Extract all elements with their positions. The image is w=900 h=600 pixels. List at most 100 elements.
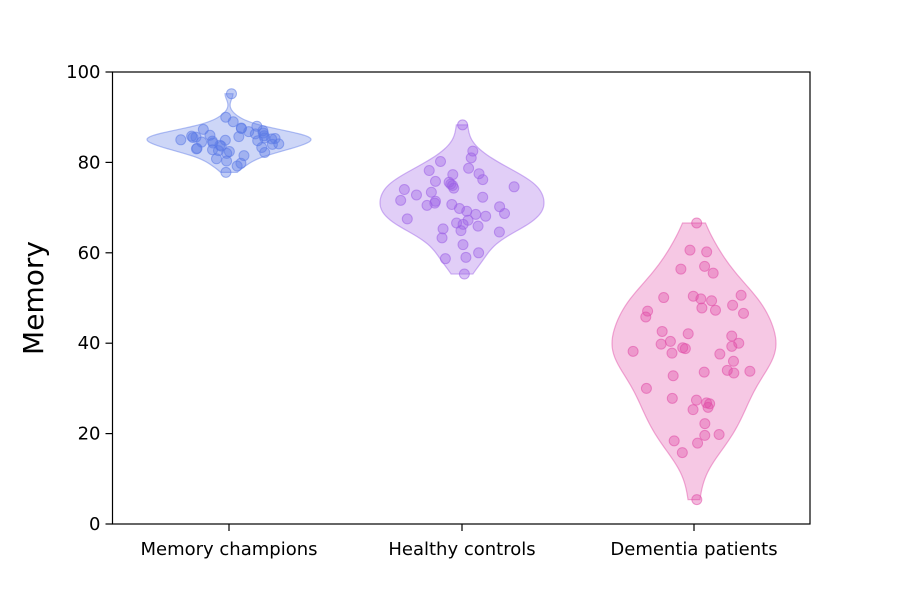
data-point bbox=[676, 447, 688, 459]
data-point bbox=[728, 367, 740, 379]
data-point bbox=[744, 365, 756, 377]
data-point bbox=[249, 128, 261, 140]
data-point bbox=[212, 145, 224, 157]
data-point bbox=[627, 345, 639, 357]
data-point bbox=[691, 217, 703, 229]
data-point bbox=[467, 145, 479, 157]
data-point bbox=[187, 132, 199, 144]
data-point bbox=[259, 146, 271, 158]
data-point bbox=[493, 226, 505, 238]
data-point bbox=[457, 119, 469, 131]
data-point bbox=[640, 311, 652, 323]
data-point bbox=[714, 348, 726, 360]
data-point bbox=[231, 160, 243, 172]
data-point bbox=[684, 244, 696, 256]
data-point bbox=[175, 134, 187, 146]
y-tick-label: 100 bbox=[66, 62, 100, 83]
data-point bbox=[395, 194, 407, 206]
data-point bbox=[701, 246, 713, 258]
data-point bbox=[666, 347, 678, 359]
y-tick-label: 20 bbox=[78, 424, 101, 445]
data-point bbox=[266, 138, 278, 150]
data-point bbox=[664, 335, 676, 347]
data-point bbox=[225, 88, 237, 100]
data-point bbox=[410, 189, 422, 201]
data-point bbox=[401, 213, 413, 225]
data-point bbox=[480, 210, 492, 222]
data-point bbox=[738, 307, 750, 319]
data-point bbox=[679, 343, 691, 355]
data-point bbox=[499, 207, 511, 219]
data-point bbox=[687, 404, 699, 416]
jitter-points bbox=[175, 88, 756, 506]
data-point bbox=[702, 401, 714, 413]
data-point bbox=[243, 126, 255, 138]
data-point bbox=[448, 182, 460, 194]
data-point bbox=[465, 152, 477, 164]
data-point bbox=[682, 328, 694, 340]
violin-2 bbox=[611, 222, 777, 501]
data-point bbox=[472, 220, 484, 232]
y-axis: 0 20 40 60 80 100 bbox=[66, 62, 113, 535]
data-point bbox=[726, 340, 738, 352]
y-tick-label: 0 bbox=[89, 514, 100, 535]
data-point bbox=[692, 437, 704, 449]
data-point bbox=[227, 116, 239, 128]
data-point bbox=[699, 429, 711, 441]
data-point bbox=[463, 162, 475, 174]
data-point bbox=[473, 247, 485, 259]
data-point bbox=[429, 175, 441, 187]
data-point bbox=[437, 223, 449, 235]
x-tick-label: Memory champions bbox=[140, 539, 317, 560]
data-point bbox=[713, 429, 725, 440]
data-point bbox=[675, 263, 687, 275]
plot-frame bbox=[111, 71, 811, 525]
data-point bbox=[436, 232, 448, 244]
data-point bbox=[421, 199, 433, 211]
data-point bbox=[423, 165, 435, 177]
data-point bbox=[695, 293, 707, 305]
data-point bbox=[709, 304, 721, 316]
data-point bbox=[211, 153, 222, 165]
data-point bbox=[455, 225, 467, 237]
y-tick-label: 60 bbox=[78, 243, 101, 264]
data-point bbox=[658, 292, 670, 304]
data-point bbox=[439, 253, 451, 265]
violin-1 bbox=[379, 124, 545, 275]
data-point bbox=[220, 166, 232, 178]
data-point bbox=[508, 181, 520, 193]
data-point bbox=[477, 174, 489, 186]
data-point bbox=[696, 302, 708, 314]
data-point bbox=[668, 435, 680, 447]
data-point bbox=[691, 494, 703, 506]
data-point bbox=[666, 392, 678, 404]
data-point bbox=[457, 239, 469, 251]
data-point bbox=[398, 184, 410, 196]
data-point bbox=[457, 218, 469, 230]
data-point bbox=[706, 295, 718, 307]
data-point bbox=[667, 370, 679, 382]
data-point bbox=[458, 268, 470, 280]
data-point bbox=[190, 143, 202, 155]
y-axis-label: Memory bbox=[17, 241, 50, 355]
data-point bbox=[698, 366, 710, 378]
x-tick-label: Dementia patients bbox=[610, 539, 777, 560]
data-point bbox=[460, 251, 472, 263]
data-point bbox=[721, 364, 733, 376]
data-point bbox=[727, 355, 739, 367]
data-point bbox=[735, 289, 747, 301]
data-point bbox=[221, 155, 233, 167]
data-point bbox=[655, 338, 667, 350]
data-point bbox=[221, 147, 233, 159]
data-point bbox=[233, 131, 245, 143]
data-point bbox=[699, 418, 711, 430]
y-tick-label: 80 bbox=[78, 152, 101, 173]
data-point bbox=[690, 394, 702, 406]
data-point bbox=[707, 267, 719, 279]
data-point bbox=[656, 325, 668, 337]
y-tick-label: 40 bbox=[78, 333, 101, 354]
data-point bbox=[699, 260, 711, 272]
x-tick-label: Healthy controls bbox=[388, 539, 535, 560]
data-point bbox=[727, 299, 739, 311]
